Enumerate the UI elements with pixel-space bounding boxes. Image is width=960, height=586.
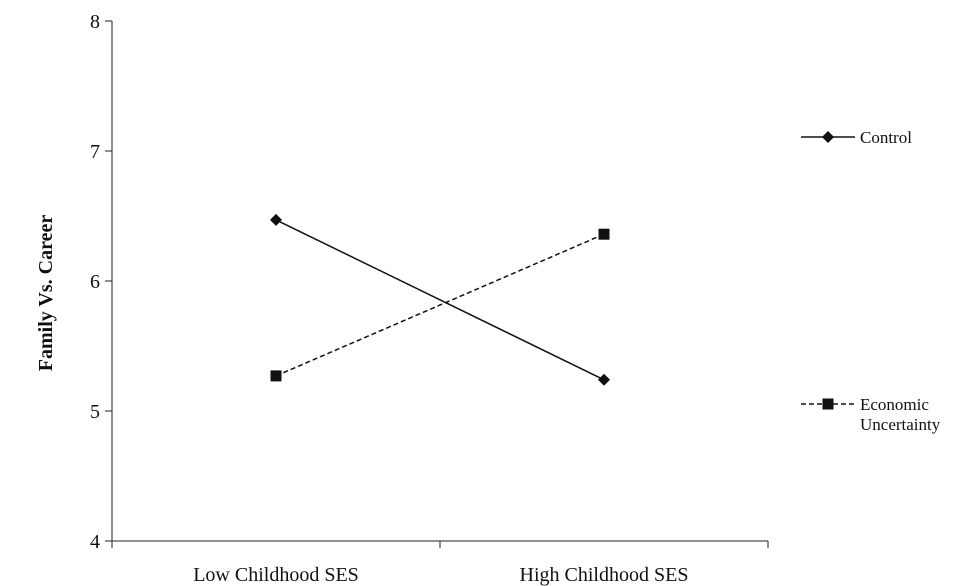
legend-item: Control [801, 128, 912, 147]
x-ticks: Low Childhood SES High Childhood SES [111, 541, 769, 586]
legend-marker [822, 398, 834, 410]
y-tick-label: 5 [90, 401, 100, 423]
y-tick-label: 7 [90, 141, 100, 163]
legend-label: Uncertainty [860, 415, 941, 434]
series-line [275, 219, 605, 381]
legend-label: Control [860, 128, 912, 147]
data-point [598, 373, 610, 386]
x-tick-label: High Childhood SES [520, 564, 689, 586]
series-group [270, 213, 610, 386]
x-tick-label: Low Childhood SES [193, 564, 359, 586]
data-point [598, 228, 610, 240]
legend-label: Economic [860, 395, 929, 414]
y-tick-label: 4 [90, 531, 100, 553]
legend-marker [822, 131, 834, 143]
y-axis-title: Family Vs. Career [35, 215, 57, 372]
y-tick-label: 8 [90, 11, 100, 33]
y-ticks: 4 5 6 7 8 [90, 11, 112, 553]
y-tick-label: 6 [90, 271, 100, 293]
series-economic-uncertainty [270, 228, 610, 382]
data-point [270, 213, 282, 226]
series-line [275, 233, 605, 377]
data-point [270, 370, 282, 382]
series-control [270, 213, 610, 386]
axes [111, 21, 768, 542]
